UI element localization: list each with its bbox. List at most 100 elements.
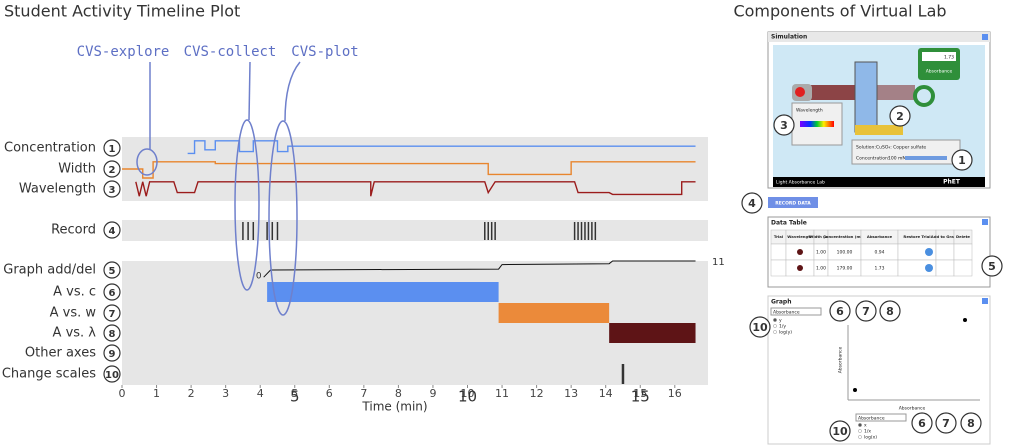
badge-number: 9 [109, 349, 116, 360]
table-cell-text: 1.73 [874, 266, 884, 272]
table-cell [770, 259, 787, 277]
trace [187, 140, 696, 155]
table-cell [953, 259, 973, 277]
radio-label: log(y) [779, 330, 792, 336]
badge [855, 300, 877, 322]
badge [103, 365, 121, 383]
row-label: Graph add/del [3, 263, 96, 278]
simulation-panel: Simulation 1.73 Absorbance Wavelength So… [767, 31, 991, 189]
record-label[interactable]: RECORD DATA [775, 201, 811, 207]
row-label: Wavelength [19, 182, 96, 197]
table-header: Width (cm) [809, 234, 833, 239]
radio[interactable] [858, 423, 862, 427]
table-header: Add to Graph [931, 234, 960, 239]
row-label: Width [58, 162, 96, 177]
annotation-ellipse [268, 120, 298, 316]
x-tick-label: 2 [188, 387, 195, 400]
collapse[interactable] [982, 298, 988, 304]
badge [103, 324, 121, 342]
annotation-line [248, 61, 251, 121]
table-header: Delete [956, 234, 970, 239]
collapse[interactable] [982, 34, 988, 40]
swatch [797, 249, 803, 255]
badge-number: 7 [862, 305, 870, 318]
x-dropdown[interactable] [855, 413, 907, 422]
badge-number: 8 [109, 329, 116, 340]
panel-header [768, 32, 990, 42]
badge [935, 412, 957, 434]
badge [103, 221, 121, 239]
table-cell-text: 100.00 [837, 250, 853, 256]
panel-title: Graph [771, 299, 792, 306]
x-major-label: 5 [290, 388, 300, 406]
radio[interactable] [773, 330, 777, 334]
badge [960, 412, 982, 434]
badge-number: 10 [752, 321, 768, 334]
band [122, 220, 708, 241]
swatch [797, 265, 803, 271]
restore[interactable] [925, 264, 933, 272]
y-dropdown[interactable] [770, 307, 822, 316]
badge [773, 114, 795, 136]
badge-number: 6 [836, 305, 844, 318]
graph-point [963, 318, 967, 322]
x-major-label: 10 [458, 388, 477, 406]
concentration-label: Concentration: [856, 156, 889, 162]
x-major-label: 15 [631, 388, 650, 406]
x-tick-label: 16 [668, 387, 682, 400]
concentration-slider[interactable] [905, 156, 947, 160]
footer-title: Light Absorbance Lab [776, 180, 825, 186]
badge-number: 8 [967, 417, 975, 430]
radio[interactable] [858, 435, 862, 439]
table-cell-text: 0.94 [874, 250, 884, 256]
badge [749, 316, 771, 338]
table-cell-text: 179.00 [837, 266, 853, 272]
x-tick-label: 5 [291, 387, 298, 400]
wavelength-slider[interactable] [800, 121, 834, 127]
restore[interactable] [925, 248, 933, 256]
solution[interactable]: CuSO₄: Copper sulfate [876, 145, 926, 151]
collapse[interactable] [982, 219, 988, 225]
badge-number: 2 [109, 165, 116, 176]
row-label: Other axes [25, 346, 96, 361]
badge-number: 7 [109, 309, 116, 320]
plot-bar [609, 323, 696, 343]
badge-number: 5 [109, 266, 116, 277]
badge-number: 6 [918, 417, 926, 430]
count-start: 0 [256, 272, 262, 282]
radio[interactable] [858, 429, 862, 433]
badge-number: 1 [958, 154, 966, 167]
x-tick-label: 9 [429, 387, 436, 400]
brand: PhET [943, 179, 961, 186]
badge [103, 283, 121, 301]
badge [103, 160, 121, 178]
badge-number: 1 [109, 144, 116, 155]
x-tick-label: 4 [257, 387, 264, 400]
x-dropdown-label[interactable]: Absorbance [858, 416, 885, 422]
detector [913, 85, 935, 107]
panel [767, 295, 991, 445]
meter-value: 1.73 [944, 55, 954, 61]
x-tick-label: 8 [395, 387, 402, 400]
radio-label: y [779, 319, 782, 324]
record-button[interactable] [768, 197, 818, 208]
badge [103, 139, 121, 157]
badge-number: 5 [988, 260, 996, 273]
annotation: CVS-collect [184, 44, 277, 60]
table-header: Restore Trial [903, 234, 930, 239]
table-cell [770, 243, 787, 261]
light-button[interactable] [795, 87, 805, 97]
badge [103, 180, 121, 198]
y-dropdown-label[interactable]: Absorbance [773, 310, 800, 316]
radio-label: 1/y [779, 324, 786, 330]
badge-number: 4 [109, 226, 116, 237]
cuvette [854, 61, 878, 133]
badge [889, 105, 911, 127]
radio[interactable] [773, 318, 777, 322]
x-tick-label: 0 [119, 387, 126, 400]
badge [103, 261, 121, 279]
panel-title: Data Table [771, 220, 807, 227]
radio[interactable] [773, 324, 777, 328]
graph-point [853, 388, 857, 392]
